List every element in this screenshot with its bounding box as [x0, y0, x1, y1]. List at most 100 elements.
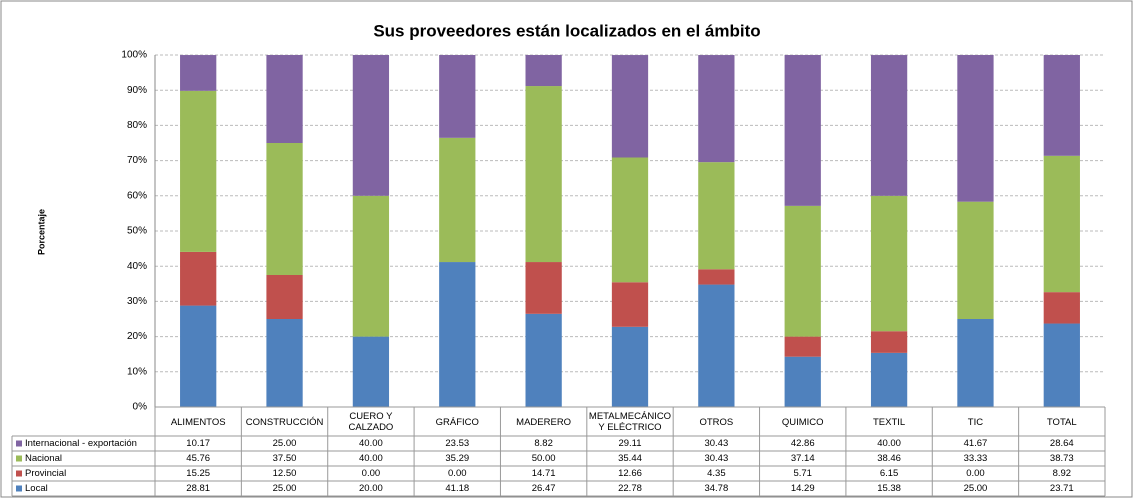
- bar-segment: [698, 162, 735, 270]
- table-value: 45.76: [186, 453, 210, 464]
- table-value: 8.92: [1053, 468, 1072, 479]
- table-value: 30.43: [704, 453, 728, 464]
- legend-label: Internacional - exportación: [25, 438, 137, 449]
- table-value: 0.00: [362, 468, 381, 479]
- table-value: 37.50: [273, 453, 297, 464]
- table-value: 35.29: [445, 453, 469, 464]
- bar-segment: [266, 55, 303, 143]
- bar-segment: [180, 55, 217, 91]
- y-tick-label: 40%: [127, 261, 147, 272]
- category-label: ALIMENTOS: [170, 416, 226, 428]
- category-label: TEXTIL: [872, 416, 906, 428]
- y-tick-label: 10%: [127, 366, 147, 377]
- table-value: 12.66: [618, 468, 642, 479]
- legend-key: [16, 440, 22, 447]
- category-label: TOTAL: [1046, 416, 1077, 428]
- category-label: MADERERO: [516, 416, 572, 428]
- bar-segment: [439, 137, 476, 263]
- table-value: 29.11: [618, 438, 641, 449]
- bar-segment: [180, 90, 217, 252]
- bar-segment: [1043, 292, 1080, 324]
- bar-segment: [698, 55, 735, 163]
- bar-segment: [957, 55, 994, 202]
- chart-title: Sus proveedores están localizados en el …: [373, 21, 760, 40]
- legend-label: Local: [25, 483, 48, 494]
- bar-segment: [870, 352, 908, 407]
- table-value: 23.53: [445, 438, 469, 449]
- bar-segment: [957, 319, 994, 407]
- table-value: 14.71: [532, 468, 556, 479]
- bar-segment: [439, 262, 476, 407]
- bar-segment: [352, 195, 390, 337]
- table-value: 15.25: [186, 468, 210, 479]
- y-tick-label: 100%: [121, 50, 147, 61]
- table-value: 23.71: [1050, 483, 1074, 494]
- bar-segment: [611, 55, 649, 158]
- category-label: TIC: [967, 416, 984, 428]
- category-label: QUIMICO: [781, 416, 824, 428]
- bar-segment: [180, 305, 217, 407]
- table-value: 41.67: [964, 438, 988, 449]
- bar-segment: [698, 284, 735, 407]
- table-value: 25.00: [964, 483, 988, 494]
- y-tick-label: 70%: [127, 155, 147, 166]
- bar-segment: [525, 86, 562, 263]
- bar-segment: [698, 269, 735, 285]
- bar-segment: [784, 336, 821, 357]
- y-tick-label: 30%: [127, 296, 147, 307]
- table-value: 41.18: [445, 483, 469, 494]
- bar-segment: [266, 143, 303, 275]
- table-value: 38.73: [1050, 453, 1074, 464]
- legend-key: [16, 485, 22, 492]
- table-value: 28.81: [186, 483, 210, 494]
- table-value: 14.29: [791, 483, 815, 494]
- legend-key: [16, 470, 22, 477]
- table-value: 37.14: [791, 453, 815, 464]
- bar-segment: [266, 319, 303, 407]
- table-value: 33.33: [964, 453, 988, 464]
- table-value: 0.00: [448, 468, 467, 479]
- bar-segment: [611, 282, 649, 327]
- bar-segment: [784, 356, 821, 407]
- table-value: 8.82: [534, 438, 553, 449]
- table-value: 25.00: [273, 438, 297, 449]
- y-tick-label: 80%: [127, 120, 147, 131]
- bar-segment: [870, 195, 908, 332]
- table-value: 26.47: [532, 483, 556, 494]
- bar-segment: [870, 55, 908, 196]
- table-value: 34.78: [704, 483, 728, 494]
- category-label: CONSTRUCCIÓN: [245, 416, 324, 428]
- table-value: 12.50: [273, 468, 297, 479]
- category-label: OTROS: [699, 416, 734, 428]
- table-value: 40.00: [877, 438, 901, 449]
- table-value: 40.00: [359, 438, 383, 449]
- bar-segment: [352, 55, 390, 196]
- bar-segment: [180, 251, 217, 306]
- bar-segment: [784, 205, 821, 337]
- bar-segment: [611, 157, 649, 283]
- category-label: CUERO Y CALZADO: [348, 411, 394, 433]
- bar-segment: [1043, 323, 1080, 407]
- table-value: 20.00: [359, 483, 383, 494]
- table-value: 30.43: [704, 438, 728, 449]
- table-value: 38.46: [877, 453, 901, 464]
- y-axis-label: Porcentaje: [36, 209, 46, 255]
- table-value: 10.17: [186, 438, 210, 449]
- table-value: 50.00: [532, 453, 556, 464]
- bar-segment: [525, 262, 562, 314]
- table-value: 28.64: [1050, 438, 1074, 449]
- table-value: 15.38: [877, 483, 901, 494]
- bar-segment: [784, 55, 821, 206]
- table-value: 40.00: [359, 453, 383, 464]
- legend-label: Nacional: [25, 453, 62, 464]
- table-value: 4.35: [707, 468, 726, 479]
- bar-segment: [525, 313, 562, 407]
- table-value: 0.00: [966, 468, 985, 479]
- table-value: 5.71: [793, 468, 812, 479]
- y-tick-label: 20%: [127, 331, 147, 342]
- legend-key: [16, 455, 22, 462]
- bar-segment: [611, 326, 649, 407]
- bar-segment: [957, 201, 994, 319]
- table-value: 35.44: [618, 453, 642, 464]
